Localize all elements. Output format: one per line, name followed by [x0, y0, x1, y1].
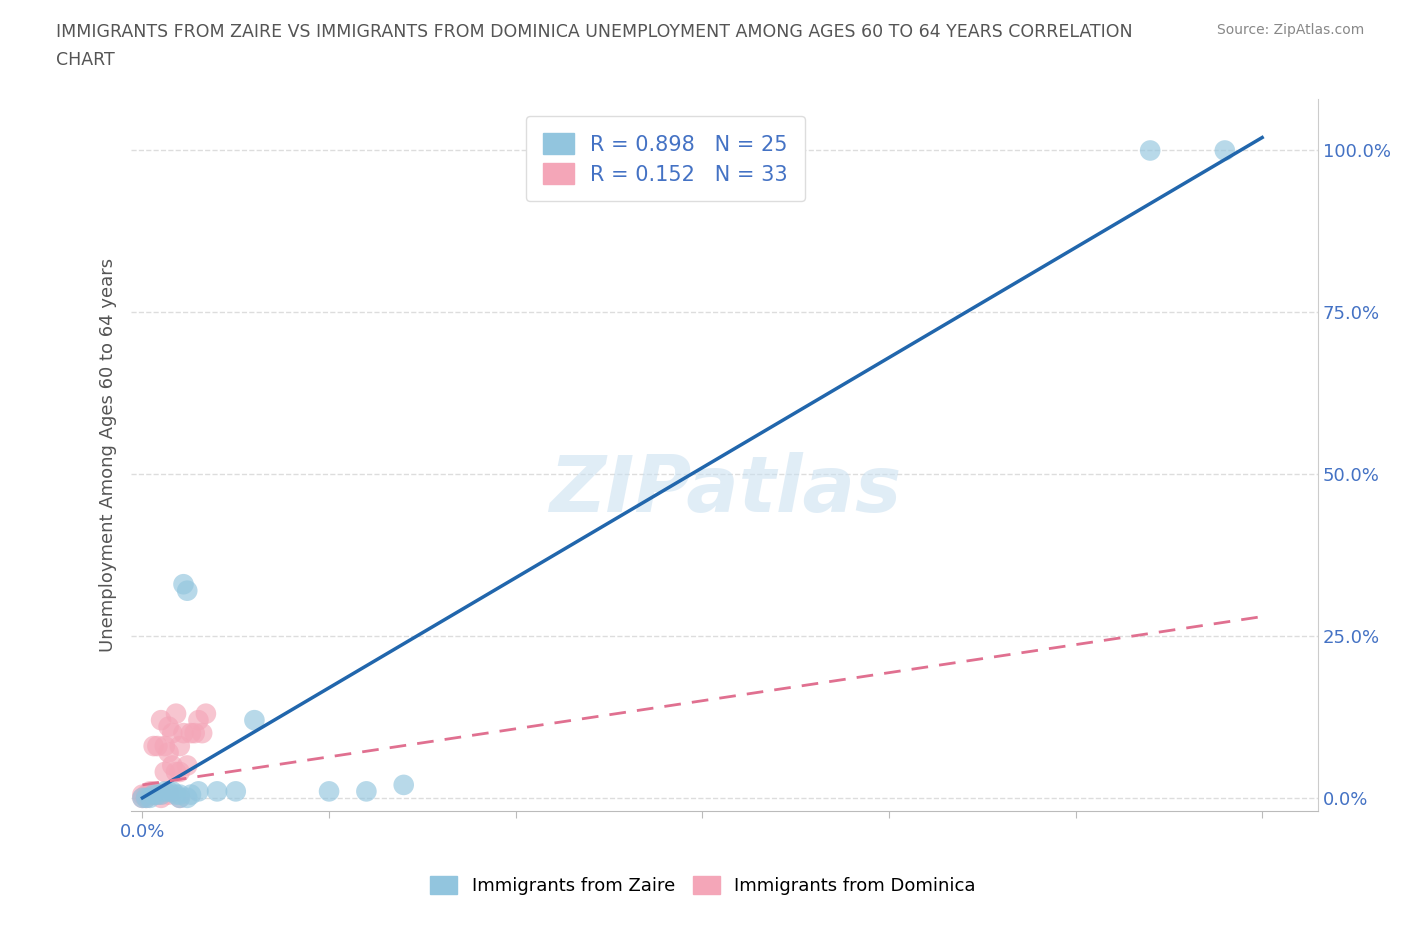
Point	[1139, 143, 1161, 158]
Point	[162, 784, 184, 799]
Point	[135, 790, 157, 805]
Text: IMMIGRANTS FROM ZAIRE VS IMMIGRANTS FROM DOMINICA UNEMPLOYMENT AMONG AGES 60 TO : IMMIGRANTS FROM ZAIRE VS IMMIGRANTS FROM…	[56, 23, 1133, 41]
Text: Source: ZipAtlas.com: Source: ZipAtlas.com	[1216, 23, 1364, 37]
Point	[356, 784, 378, 799]
Point	[180, 725, 202, 740]
Point	[157, 745, 180, 760]
Legend: R = 0.898   N = 25, R = 0.152   N = 33: R = 0.898 N = 25, R = 0.152 N = 33	[526, 116, 804, 201]
Point	[162, 725, 184, 740]
Point	[187, 784, 209, 799]
Point	[318, 784, 340, 799]
Point	[153, 764, 176, 779]
Point	[150, 787, 173, 802]
Point	[187, 712, 209, 727]
Point	[131, 787, 153, 802]
Point	[153, 784, 176, 799]
Point	[157, 784, 180, 799]
Point	[153, 738, 176, 753]
Point	[169, 738, 191, 753]
Point	[173, 577, 195, 591]
Text: CHART: CHART	[56, 51, 115, 69]
Point	[191, 725, 214, 740]
Point	[146, 787, 169, 802]
Point	[165, 764, 187, 779]
Point	[392, 777, 415, 792]
Point	[157, 719, 180, 734]
Point	[165, 706, 187, 721]
Legend: Immigrants from Zaire, Immigrants from Dominica: Immigrants from Zaire, Immigrants from D…	[423, 869, 983, 902]
Y-axis label: Unemployment Among Ages 60 to 64 years: Unemployment Among Ages 60 to 64 years	[100, 258, 117, 652]
Point	[169, 787, 191, 802]
Point	[169, 764, 191, 779]
Point	[135, 787, 157, 802]
Point	[135, 790, 157, 805]
Point	[142, 738, 165, 753]
Point	[139, 787, 162, 802]
Point	[150, 712, 173, 727]
Point	[157, 787, 180, 802]
Point	[243, 712, 266, 727]
Point	[165, 787, 187, 802]
Point	[146, 787, 169, 802]
Point	[146, 738, 169, 753]
Point	[162, 758, 184, 773]
Point	[176, 790, 198, 805]
Point	[150, 787, 173, 802]
Point	[180, 787, 202, 802]
Text: ZIPatlas: ZIPatlas	[548, 452, 901, 528]
Point	[169, 790, 191, 805]
Point	[142, 787, 165, 802]
Point	[142, 787, 165, 802]
Point	[150, 790, 173, 805]
Point	[194, 706, 217, 721]
Point	[131, 790, 153, 805]
Point	[1213, 143, 1236, 158]
Point	[139, 790, 162, 805]
Point	[205, 784, 228, 799]
Point	[142, 784, 165, 799]
Point	[131, 790, 153, 805]
Point	[139, 784, 162, 799]
Point	[173, 725, 195, 740]
Point	[183, 725, 205, 740]
Point	[169, 790, 191, 805]
Point	[176, 583, 198, 598]
Point	[176, 758, 198, 773]
Point	[225, 784, 247, 799]
